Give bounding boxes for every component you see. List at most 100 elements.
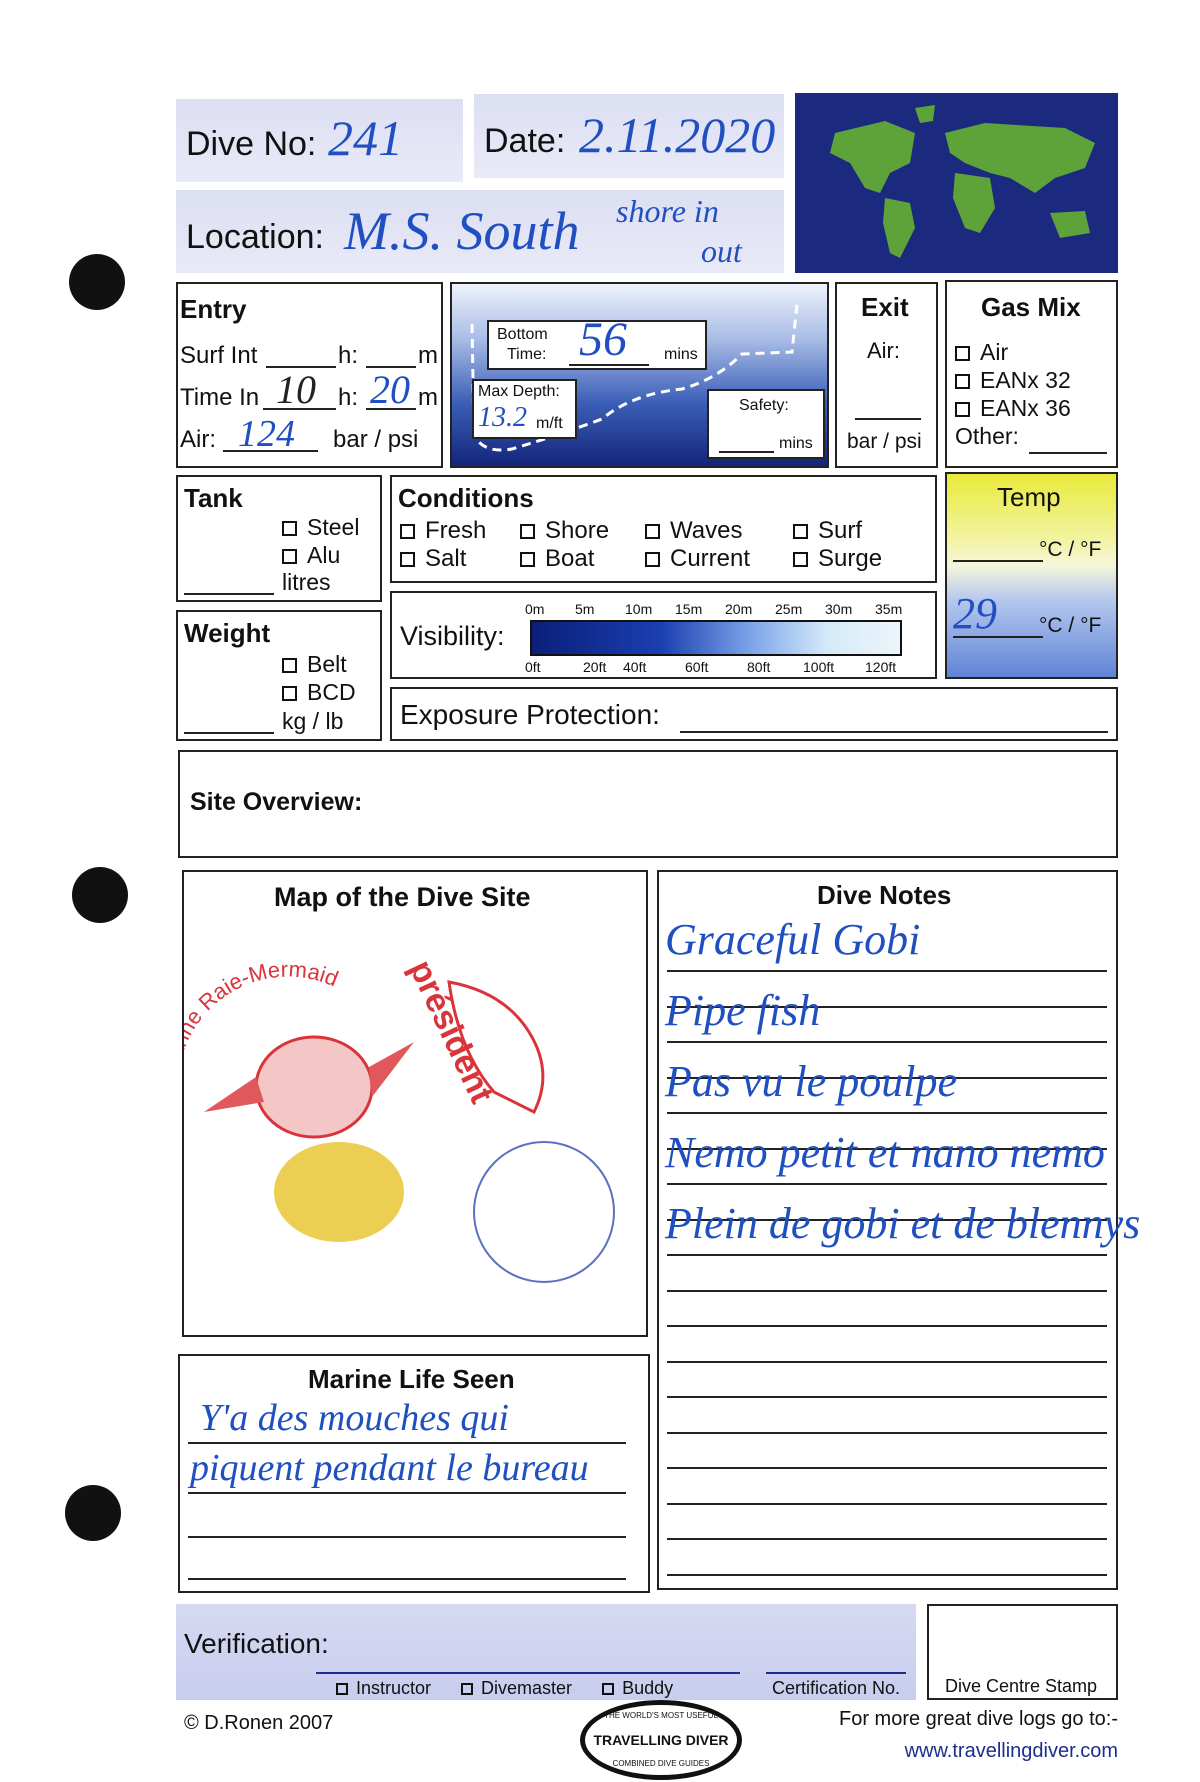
- location-note: shore in: [616, 193, 719, 229]
- stamp-drawings: Anne Raie-Mermaid président: [184, 954, 615, 1283]
- date-label: Date:: [484, 122, 566, 160]
- note-rule: [667, 1112, 1107, 1114]
- condition-boat[interactable]: Boat: [520, 545, 645, 573]
- dive-note-line: Pipe fish: [665, 986, 821, 1035]
- note-rule: [667, 1467, 1107, 1469]
- time-in-minutes: 20: [370, 367, 410, 412]
- footer-promo: For more great dive logs go to:-: [838, 1708, 1118, 1730]
- safety-label: Safety:: [739, 397, 789, 414]
- condition-current[interactable]: Current: [645, 545, 793, 573]
- water-temp-value: 29: [953, 589, 997, 638]
- air-temp-unit: °C / °F: [1039, 538, 1102, 561]
- condition-surf[interactable]: Surf: [793, 517, 913, 545]
- bottom-time-label: Bottom: [497, 326, 548, 343]
- tank-option-alu[interactable]: Alu: [282, 541, 359, 569]
- gas-option-eanx36[interactable]: EANx 36: [955, 394, 1071, 422]
- tank-section: Tank Steel Alu litres: [176, 475, 382, 602]
- note-rule: [667, 1289, 1107, 1292]
- note-rule: [667, 1041, 1107, 1043]
- dive-notes-section: Dive Notes Graceful Gobi Pipe fish Pas vu …: [657, 870, 1140, 1590]
- verify-divemaster[interactable]: Divemaster: [461, 1678, 572, 1699]
- world-map-image: [795, 93, 1118, 273]
- gas-option-air[interactable]: Air: [955, 338, 1071, 366]
- note-rule: [667, 1431, 1107, 1434]
- condition-fresh[interactable]: Fresh: [400, 517, 520, 545]
- note-rule: [667, 1396, 1107, 1398]
- hours-label: h:: [338, 384, 359, 411]
- punch-hole: [69, 254, 125, 310]
- footer-link[interactable]: www.travellingdiver.com: [904, 1740, 1118, 1762]
- checkbox[interactable]: [955, 346, 970, 361]
- certification-label: Certification No.: [772, 1678, 901, 1698]
- visibility-tick-m: 0m: [525, 601, 545, 617]
- verification-label: Verification:: [184, 1628, 329, 1659]
- unit-label: bar / psi: [847, 430, 922, 453]
- gas-other-label: Other:: [955, 423, 1019, 449]
- visibility-tick-m: 25m: [775, 601, 803, 617]
- entry-section: Entry Surf Int h: m Time In 10 h: 20 m A…: [176, 282, 443, 468]
- date-field[interactable]: Date: 2.11.2020: [474, 94, 784, 178]
- visibility-scale-bar[interactable]: [530, 620, 902, 656]
- punch-hole: [72, 867, 128, 923]
- condition-shore[interactable]: Shore: [520, 517, 645, 545]
- note-rule: [667, 1573, 1107, 1576]
- temp-title: Temp: [997, 482, 1061, 512]
- bottom-time-label: Time:: [507, 346, 547, 363]
- tank-title: Tank: [184, 483, 243, 513]
- unit-label: bar / psi: [333, 426, 419, 453]
- air-label: Air:: [180, 426, 216, 453]
- hours-label: h:: [338, 342, 359, 369]
- exposure-label: Exposure Protection:: [400, 699, 660, 730]
- tank-option-steel[interactable]: Steel: [282, 513, 359, 541]
- mins-label: mins: [664, 346, 698, 363]
- checkbox[interactable]: [955, 402, 970, 417]
- gas-option-eanx32[interactable]: EANx 32: [955, 366, 1071, 394]
- condition-salt[interactable]: Salt: [400, 545, 520, 573]
- note-rule: [667, 1183, 1107, 1185]
- verify-instructor[interactable]: Instructor: [336, 1678, 431, 1699]
- dive-note-line: Plein de gobi et de blennys: [665, 1199, 1141, 1248]
- visibility-tick-m: 20m: [725, 601, 753, 617]
- water-temp-unit: °C / °F: [1039, 614, 1102, 637]
- dive-note-line: Nemo petit et nano nemo: [665, 1128, 1105, 1177]
- visibility-tick-ft: 100ft: [803, 659, 835, 675]
- note-rule: [667, 1076, 1107, 1079]
- note-rule: [667, 1005, 1107, 1008]
- site-overview-field[interactable]: Site Overview:: [178, 750, 1118, 858]
- gas-mix-section: Gas Mix Air EANx 32 EANx 36 Other:: [945, 280, 1118, 468]
- dive-no-field[interactable]: Dive No: 241: [176, 99, 463, 182]
- exposure-field[interactable]: Exposure Protection:: [390, 687, 1118, 741]
- visibility-tick-ft: 20ft: [583, 659, 607, 675]
- temp-section: Temp °C / °F 29 °C / °F: [945, 472, 1118, 679]
- weight-unit: kg / lb: [282, 708, 344, 734]
- visibility-tick-m: 35m: [875, 601, 903, 617]
- condition-waves[interactable]: Waves: [645, 517, 793, 545]
- travelling-diver-logo: THE WORLD'S MOST USEFUL TRAVELLING DIVER…: [580, 1700, 742, 1780]
- time-in-label: Time In: [180, 384, 260, 411]
- note-rule: [667, 1502, 1107, 1505]
- depth-unit: m/ft: [536, 415, 563, 432]
- condition-surge[interactable]: Surge: [793, 545, 913, 573]
- visibility-tick-m: 15m: [675, 601, 703, 617]
- litres-label: litres: [282, 569, 331, 595]
- minutes-label: m: [418, 342, 438, 369]
- verify-buddy[interactable]: Buddy: [602, 1678, 673, 1699]
- minutes-label: m: [418, 384, 438, 411]
- location-value: M.S. South: [344, 201, 580, 261]
- checkbox[interactable]: [955, 374, 970, 389]
- location-note: out: [701, 233, 742, 269]
- location-field[interactable]: Location: M.S. South shore in out: [176, 190, 784, 273]
- weight-option-belt[interactable]: Belt: [282, 650, 356, 678]
- weight-option-bcd[interactable]: BCD: [282, 678, 356, 706]
- dive-centre-stamp-box[interactable]: Dive Centre Stamp: [927, 1604, 1118, 1700]
- visibility-label: Visibility:: [400, 621, 505, 651]
- dive-no-value: 241: [328, 110, 403, 166]
- visibility-tick-m: 5m: [575, 601, 595, 617]
- note-rule: [667, 970, 1107, 972]
- mins-label: mins: [779, 435, 813, 452]
- dive-site-map[interactable]: Map of the Dive Site Anne Raie-Mermaid p…: [182, 870, 648, 1337]
- weight-title: Weight: [184, 618, 271, 648]
- dive-note-line: Pas vu le poulpe: [665, 1057, 958, 1106]
- date-value: 2.11.2020: [579, 107, 776, 163]
- weight-section: Weight Belt BCD kg / lb: [176, 610, 382, 741]
